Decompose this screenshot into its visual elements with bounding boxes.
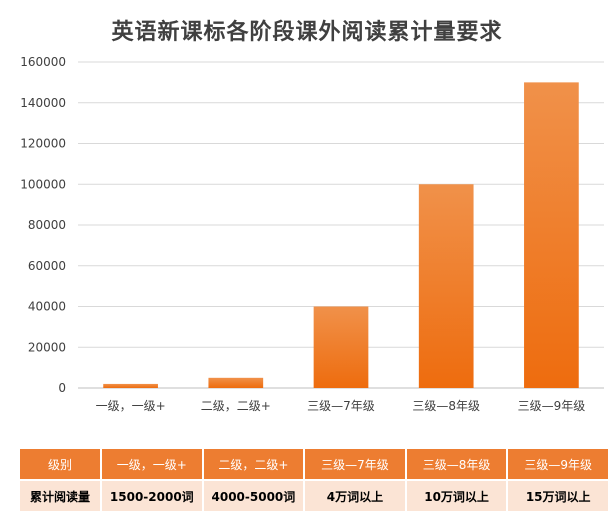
x-category-label: 二级，二级+ xyxy=(201,399,271,413)
bar xyxy=(418,184,474,388)
table-cell: 4万词以上 xyxy=(305,481,405,511)
y-tick-label: 100000 xyxy=(20,177,66,191)
table-row: 累计阅读量 1500-2000词 4000-5000词 4万词以上 10万词以上… xyxy=(20,481,608,511)
bar xyxy=(103,383,158,388)
x-category-label: 三级—9年级 xyxy=(518,399,586,413)
y-tick-label: 160000 xyxy=(20,55,66,69)
table-header-cell: 一级，一级+ xyxy=(102,449,202,479)
bar xyxy=(313,306,369,388)
y-tick-label: 20000 xyxy=(28,340,66,354)
x-axis-categories: 一级，一级+ 二级，二级+ 三级—7年级 三级—8年级 三级—9年级 xyxy=(96,399,586,413)
table-header-cell: 三级—9年级 xyxy=(508,449,608,479)
table-row-label: 累计阅读量 xyxy=(20,481,100,511)
y-tick-label: 120000 xyxy=(20,137,66,151)
table-cell: 4000-5000词 xyxy=(203,481,304,511)
bar xyxy=(524,82,579,388)
table-cell: 1500-2000词 xyxy=(102,481,202,511)
table-header-row: 级别 一级，一级+ 二级，二级+ 三级—7年级 三级—8年级 三级—9年级 xyxy=(20,449,608,479)
bar xyxy=(208,377,264,388)
table-cell: 15万词以上 xyxy=(508,481,608,511)
chart-title: 英语新课标各阶段课外阅读累计量要求 xyxy=(111,20,503,45)
x-category-label: 一级，一级+ xyxy=(96,399,166,413)
x-category-label: 三级—7年级 xyxy=(307,399,375,413)
table-cell: 10万词以上 xyxy=(406,481,507,511)
bar-chart: 0 20000 40000 60000 80000 100000 120000 140000 1… xyxy=(20,55,604,413)
x-category-label: 三级—8年级 xyxy=(412,399,480,413)
y-tick-label: 60000 xyxy=(28,259,66,273)
table-header-cell: 三级—7年级 xyxy=(305,449,405,479)
table-header-cell: 三级—8年级 xyxy=(406,449,507,479)
y-tick-label: 80000 xyxy=(28,218,66,232)
reading-volume-table: 级别 一级，一级+ 二级，二级+ 三级—7年级 三级—8年级 三级—9年级 累计… xyxy=(18,447,610,513)
y-axis-ticks: 0 20000 40000 60000 80000 100000 120000 140000 1… xyxy=(20,55,66,395)
table-header-cell: 级别 xyxy=(20,449,100,479)
y-tick-label: 0 xyxy=(58,381,66,395)
y-tick-label: 40000 xyxy=(28,300,66,314)
y-tick-label: 140000 xyxy=(20,96,66,110)
bars xyxy=(103,82,579,388)
table-header-cell: 二级，二级+ xyxy=(203,449,304,479)
